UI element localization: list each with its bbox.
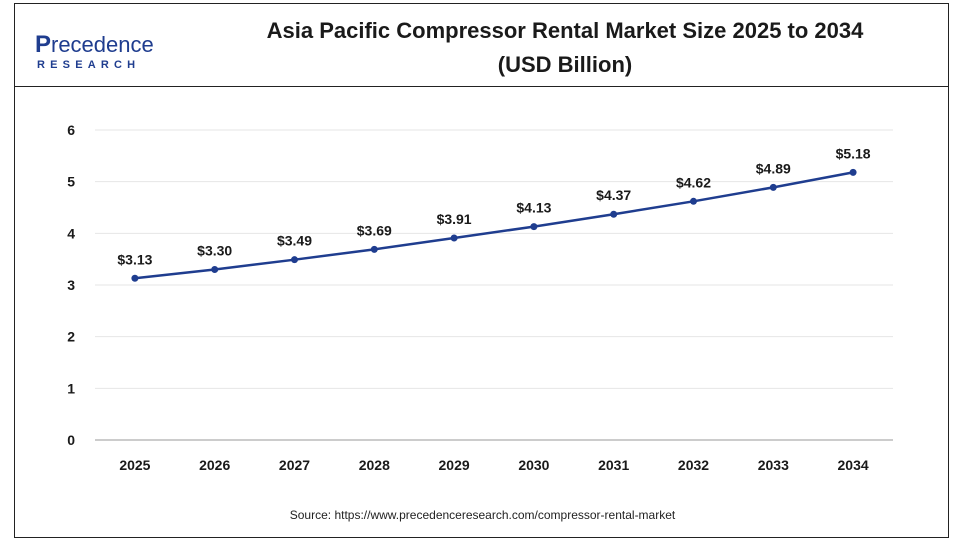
- chart-frame: P recedence RESEARCH Asia Pacific Compre…: [14, 3, 949, 538]
- data-point: [131, 274, 139, 282]
- precedence-research-logo: P recedence RESEARCH: [35, 31, 154, 70]
- data-label: $3.13: [117, 251, 152, 267]
- data-point: [849, 168, 857, 176]
- data-label: $3.69: [357, 222, 392, 238]
- data-label: $4.89: [756, 160, 791, 176]
- data-label: $4.13: [516, 200, 551, 216]
- data-point: [769, 183, 777, 191]
- data-label: $5.18: [836, 145, 871, 161]
- chart-title: Asia Pacific Compressor Rental Market Si…: [205, 14, 925, 82]
- y-tick-label: 3: [67, 277, 75, 293]
- line-chart: 0 1 2 3 4 5 6 2025 2026 2027 2028 2029 2030 2031 2032 2…: [67, 122, 893, 473]
- x-tick-label: 2029: [439, 457, 470, 473]
- y-tick-label: 4: [67, 225, 75, 241]
- chart-title-line2: (USD Billion): [497, 52, 633, 77]
- x-tick-label: 2032: [678, 457, 709, 473]
- series-line: [134, 171, 854, 280]
- x-tick-label: 2033: [758, 457, 789, 473]
- y-tick-label: 1: [67, 380, 75, 396]
- source-note: Source: https://www.precedenceresearch.c…: [289, 508, 676, 522]
- x-tick-label: 2026: [199, 457, 230, 473]
- y-tick-label: 5: [67, 174, 75, 190]
- x-tick-label: 2025: [119, 457, 150, 473]
- chart-header: P recedence RESEARCH Asia Pacific Compre…: [15, 4, 948, 87]
- data-point: [211, 266, 219, 273]
- data-label: $3.30: [197, 243, 232, 259]
- x-tick-label: 2034: [838, 457, 869, 473]
- data-point: [450, 234, 458, 242]
- x-tick-label: 2027: [279, 457, 310, 473]
- data-label: $3.91: [437, 211, 472, 227]
- logo-main: recedence: [51, 32, 154, 57]
- data-label: $3.49: [277, 233, 312, 249]
- y-tick-label: 6: [67, 122, 75, 138]
- data-point: [610, 210, 618, 218]
- data-label: $4.37: [596, 187, 631, 203]
- x-tick-label: 2030: [518, 457, 549, 473]
- data-point: [690, 197, 697, 205]
- data-point: [530, 223, 538, 231]
- y-tick-label: 0: [67, 432, 75, 448]
- logo-sub: RESEARCH: [37, 59, 140, 70]
- x-tick-label: 2028: [359, 457, 390, 473]
- data-label: $4.62: [676, 174, 711, 190]
- y-tick-label: 2: [67, 329, 75, 345]
- logo-initial: P: [35, 31, 51, 58]
- data-point: [370, 245, 378, 253]
- x-tick-label: 2031: [598, 457, 629, 473]
- chart-title-line1: Asia Pacific Compressor Rental Market Si…: [266, 18, 864, 43]
- data-point: [291, 256, 298, 264]
